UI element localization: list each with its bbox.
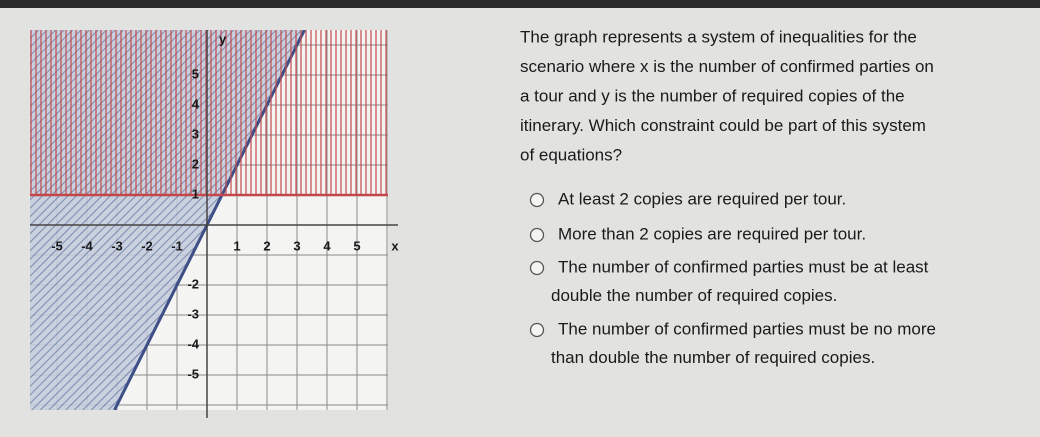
question-text: a tour and y is the number of required c… [520,86,905,105]
plot-area [30,30,388,410]
radio-button[interactable] [529,322,545,338]
x-axis-label: x [391,238,399,253]
option-text: More than 2 copies are required per tour… [558,224,866,243]
x-tick-label: 4 [323,238,331,253]
question-panel: The graph represents a system of inequal… [520,27,936,367]
x-tick-label: -4 [81,238,93,253]
y-tick-label: 3 [192,126,199,141]
x-tick-label: -3 [111,238,123,253]
option-text: The number of confirmed parties must be … [558,319,936,338]
y-tick-label: 4 [192,96,200,111]
x-tick-label: -2 [141,238,153,253]
answer-option[interactable]: The number of confirmed parties must be … [529,319,936,367]
x-tick-label: -5 [51,238,63,253]
graph: x y -5 -4 -3 -2 -1 1 2 3 4 5 5 4 3 2 1 -2 -3 -4 -5 [30,30,399,418]
option-text: than double the number of required copie… [551,348,875,367]
y-tick-label: 5 [192,66,199,81]
answer-option[interactable]: At least 2 copies are required per tour. [529,189,847,208]
y-tick-label: -5 [187,366,199,381]
y-tick-label: 2 [192,156,199,171]
question-text: The graph represents a system of inequal… [520,27,917,46]
answer-option[interactable]: More than 2 copies are required per tour… [529,224,867,243]
question-text: itinerary. Which constraint could be par… [520,116,926,135]
x-tick-label: -1 [171,238,183,253]
x-tick-label: 5 [353,238,360,253]
y-axis-label: y [219,31,227,46]
y-tick-label: -2 [187,276,199,291]
y-tick-label: 1 [192,186,199,201]
y-tick-label: -4 [187,336,199,351]
x-tick-label: 1 [233,238,240,253]
radio-button[interactable] [529,227,545,243]
radio-button[interactable] [529,192,545,208]
option-text: double the number of required copies. [551,286,837,305]
option-text: The number of confirmed parties must be … [558,257,929,276]
x-tick-label: 3 [293,238,300,253]
shaded-region-red [30,30,388,195]
option-text: At least 2 copies are required per tour. [558,189,846,208]
answer-option[interactable]: The number of confirmed parties must be … [529,257,929,305]
question-text: scenario where x is the number of confir… [520,57,934,76]
y-tick-label: -3 [187,306,199,321]
top-bar [0,0,1040,8]
x-tick-label: 2 [263,238,270,253]
radio-button[interactable] [529,260,545,276]
question-text: of equations? [520,145,622,164]
